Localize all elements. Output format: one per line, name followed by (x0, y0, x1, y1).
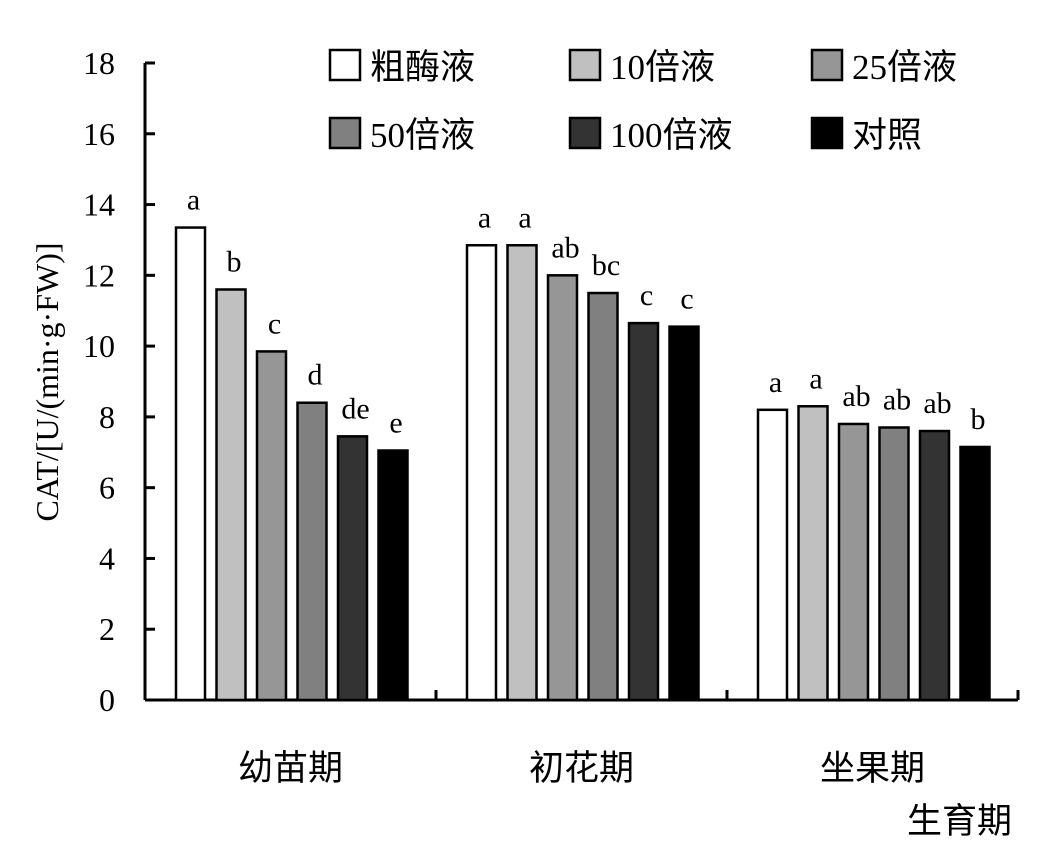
y-tick-label: 14 (83, 187, 115, 223)
y-tick-label: 0 (99, 682, 115, 718)
significance-label: b (971, 403, 986, 436)
bar (377, 449, 409, 702)
y-tick-label: 16 (83, 116, 115, 152)
legend-swatch (328, 116, 362, 150)
significance-label: ab (883, 384, 911, 417)
y-tick-label: 4 (99, 540, 115, 576)
legend-label: 10倍液 (610, 48, 715, 87)
bar (336, 435, 369, 702)
legend-swatch (810, 116, 844, 150)
y-axis-title: CAT/[U/(min·g·FW)] (29, 242, 65, 521)
legend-label: 50倍液 (370, 116, 475, 155)
legend-swatch (810, 48, 844, 82)
x-axis: 幼苗期 初花期 坐果期 (145, 690, 1020, 788)
bar (465, 244, 498, 702)
legend-label: 25倍液 (852, 48, 957, 87)
y-tick-label: 8 (99, 399, 115, 435)
significance-label: ab (551, 231, 579, 264)
y-axis: 0 2 4 6 8 10 12 14 16 18 (83, 45, 155, 718)
y-tick-label: 10 (83, 328, 115, 364)
significance-label: e (389, 407, 402, 440)
significance-label: a (518, 201, 531, 234)
y-tick-label: 6 (99, 470, 115, 506)
bar (756, 408, 789, 702)
significance-label: a (809, 362, 822, 395)
y-tick-label: 18 (83, 45, 115, 81)
significance-label: ab (842, 380, 870, 413)
significance-label: c (640, 279, 653, 312)
bar (837, 422, 870, 702)
legend-swatch (568, 48, 602, 82)
bar (797, 405, 829, 702)
significance-label: a (187, 184, 200, 217)
bar (959, 445, 991, 702)
legend-label: 100倍液 (610, 116, 733, 155)
x-axis-title: 生育期 (907, 802, 1012, 841)
significance-label: a (769, 366, 782, 399)
significance-label: c (680, 283, 693, 316)
x-category-label: 幼苗期 (238, 749, 343, 788)
legend-swatch (568, 116, 602, 150)
bar (215, 288, 247, 702)
bar (506, 244, 538, 702)
bar (296, 401, 328, 702)
bar (546, 274, 579, 702)
bars (174, 226, 991, 702)
bar (174, 226, 207, 702)
legend-label: 对照 (852, 116, 922, 155)
bar (255, 350, 288, 702)
bar (918, 429, 951, 702)
significance-label: c (268, 307, 281, 340)
legend-swatch (328, 48, 362, 82)
bar (878, 426, 910, 702)
x-category-label: 初花期 (529, 749, 634, 788)
y-tick-label: 2 (99, 611, 115, 647)
significance-label: a (478, 201, 491, 234)
x-category-label: 坐果期 (820, 749, 925, 788)
significance-label: d (308, 359, 323, 392)
bar (627, 321, 660, 702)
significance-label: ab (923, 387, 951, 420)
legend: 粗酶液 10倍液 25倍液 50倍液 100倍液 对照 (328, 48, 957, 155)
legend-label: 粗酶液 (370, 48, 475, 87)
y-tick-label: 12 (83, 257, 115, 293)
bar (668, 325, 700, 702)
bar (587, 291, 619, 702)
significance-label: de (341, 392, 369, 425)
significance-label: bc (592, 249, 620, 282)
significance-label: b (227, 245, 242, 278)
